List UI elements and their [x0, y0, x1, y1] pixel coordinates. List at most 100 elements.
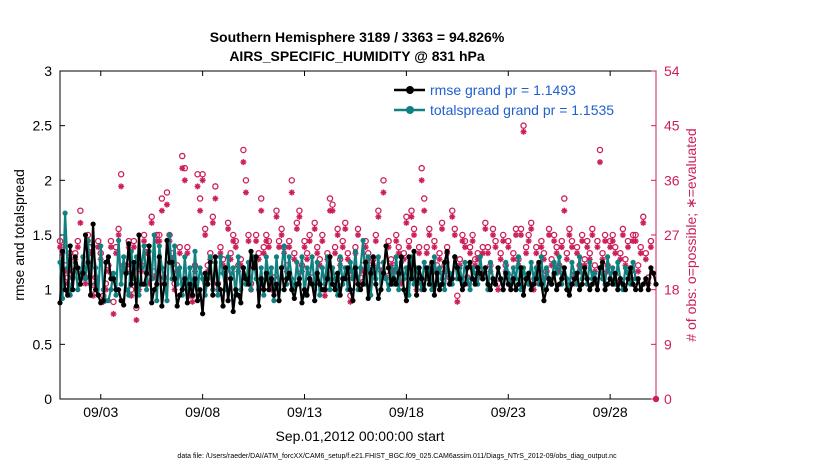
rmse-point: [192, 276, 198, 282]
x-tick-label: 09/03: [83, 404, 118, 420]
obs-possible-marker: [342, 219, 349, 227]
obs-possible-marker: [448, 207, 456, 214]
rmse-point: [95, 292, 101, 298]
totalspread-point: [467, 287, 473, 293]
rmse-point: [650, 270, 657, 276]
obs-possible-marker: [176, 243, 183, 251]
totalspread-point: [105, 298, 111, 304]
totalspread-point: [477, 254, 483, 260]
rmse-point: [59, 248, 66, 254]
obs-possible-marker: [293, 219, 301, 227]
rmse-point: [505, 281, 511, 287]
rmse-point: [454, 265, 460, 271]
obs-possible-marker: [339, 237, 346, 245]
obs-evaluated-marker: [421, 207, 428, 214]
obs-evaluated-marker: [431, 244, 438, 251]
obs-possible-marker: [196, 195, 204, 202]
obs-possible-marker: [217, 243, 224, 251]
rmse-point: [248, 248, 254, 254]
rmse-point: [627, 265, 634, 271]
obs-possible-marker: [573, 243, 581, 251]
totalspread-point: [622, 265, 629, 271]
rmse-point: [342, 276, 348, 282]
rmse-point: [363, 259, 369, 265]
rmse-point: [388, 281, 394, 287]
rmse-point: [194, 298, 201, 304]
series-lines: [57, 210, 659, 317]
rmse-point: [500, 287, 506, 293]
rmse-point: [72, 254, 78, 260]
obs-evaluated-marker: [637, 250, 644, 257]
obs-evaluated-marker: [451, 232, 458, 238]
obs-evaluated-marker: [314, 250, 321, 257]
totalspread-point: [108, 287, 114, 293]
rmse-point: [564, 287, 570, 293]
rmse-point: [541, 298, 547, 304]
obs-evaluated-marker: [426, 232, 433, 238]
obs-possible-marker: [94, 237, 102, 245]
totalspread-point: [569, 259, 575, 265]
rmse-point: [93, 287, 99, 293]
rmse-point: [360, 281, 366, 287]
rmse-point: [172, 276, 178, 282]
rmse-point: [169, 259, 175, 265]
obs-possible-marker: [423, 243, 431, 251]
totalspread-point: [294, 259, 300, 265]
rmse-point: [154, 281, 160, 287]
rmse-point: [635, 276, 641, 282]
obs-evaluated-marker: [311, 225, 318, 232]
y-right-tick-label: 9: [664, 336, 672, 352]
obs-evaluated-marker: [375, 213, 382, 220]
obs-evaluated-marker: [217, 250, 224, 257]
rmse-point: [638, 287, 644, 293]
totalspread-point: [141, 243, 147, 249]
rmse-point: [57, 300, 63, 306]
rmse-point: [536, 259, 542, 265]
obs-possible-marker: [426, 225, 433, 233]
rmse-point: [337, 292, 343, 298]
rmse-point: [373, 281, 379, 287]
obs-evaluated-marker: [319, 238, 326, 245]
obs-evaluated-marker: [258, 207, 265, 214]
totalspread-point: [248, 287, 254, 293]
rmse-point: [332, 287, 338, 293]
rmse-point: [643, 276, 649, 282]
obs-possible-marker: [629, 231, 637, 239]
rmse-point: [419, 276, 425, 282]
obs-evaluated-marker: [510, 256, 517, 263]
rmse-point: [375, 295, 381, 302]
obs-possible-marker: [563, 249, 571, 257]
rmse-point: [594, 287, 601, 293]
obs-possible-marker: [520, 122, 527, 129]
rmse-point: [151, 287, 157, 293]
rmse-point: [189, 292, 196, 298]
totalspread-point: [556, 254, 562, 260]
rmse-point: [633, 287, 639, 293]
totalspread-point: [172, 243, 178, 249]
rmse-point: [256, 303, 262, 309]
obs-possible-marker: [334, 225, 341, 233]
obs-possible-marker: [257, 195, 265, 202]
rmse-point: [403, 298, 409, 304]
obs-possible-marker: [179, 152, 186, 160]
obs-possible-marker: [354, 225, 362, 233]
rmse-point: [617, 276, 623, 282]
totalspread-point: [126, 292, 132, 298]
obs-evaluated-marker: [158, 207, 165, 214]
totalspread-point: [192, 248, 198, 254]
obs-evaluated-marker: [107, 244, 114, 251]
totalspread-point: [281, 243, 287, 249]
totalspread-point: [273, 254, 280, 260]
obs-evaluated-marker: [141, 238, 148, 245]
y-tick-label: 0: [44, 391, 52, 407]
rmse-point: [110, 276, 117, 282]
rmse-point: [492, 281, 499, 287]
y-right-tick-label: 27: [664, 227, 680, 243]
obs-possible-marker: [578, 231, 586, 239]
totalspread-point: [319, 265, 325, 271]
totalspread-point: [115, 237, 122, 244]
rmse-point: [559, 276, 565, 282]
obs-evaluated-marker: [640, 219, 647, 226]
obs-possible-marker: [212, 183, 219, 190]
rmse-point: [487, 287, 494, 293]
